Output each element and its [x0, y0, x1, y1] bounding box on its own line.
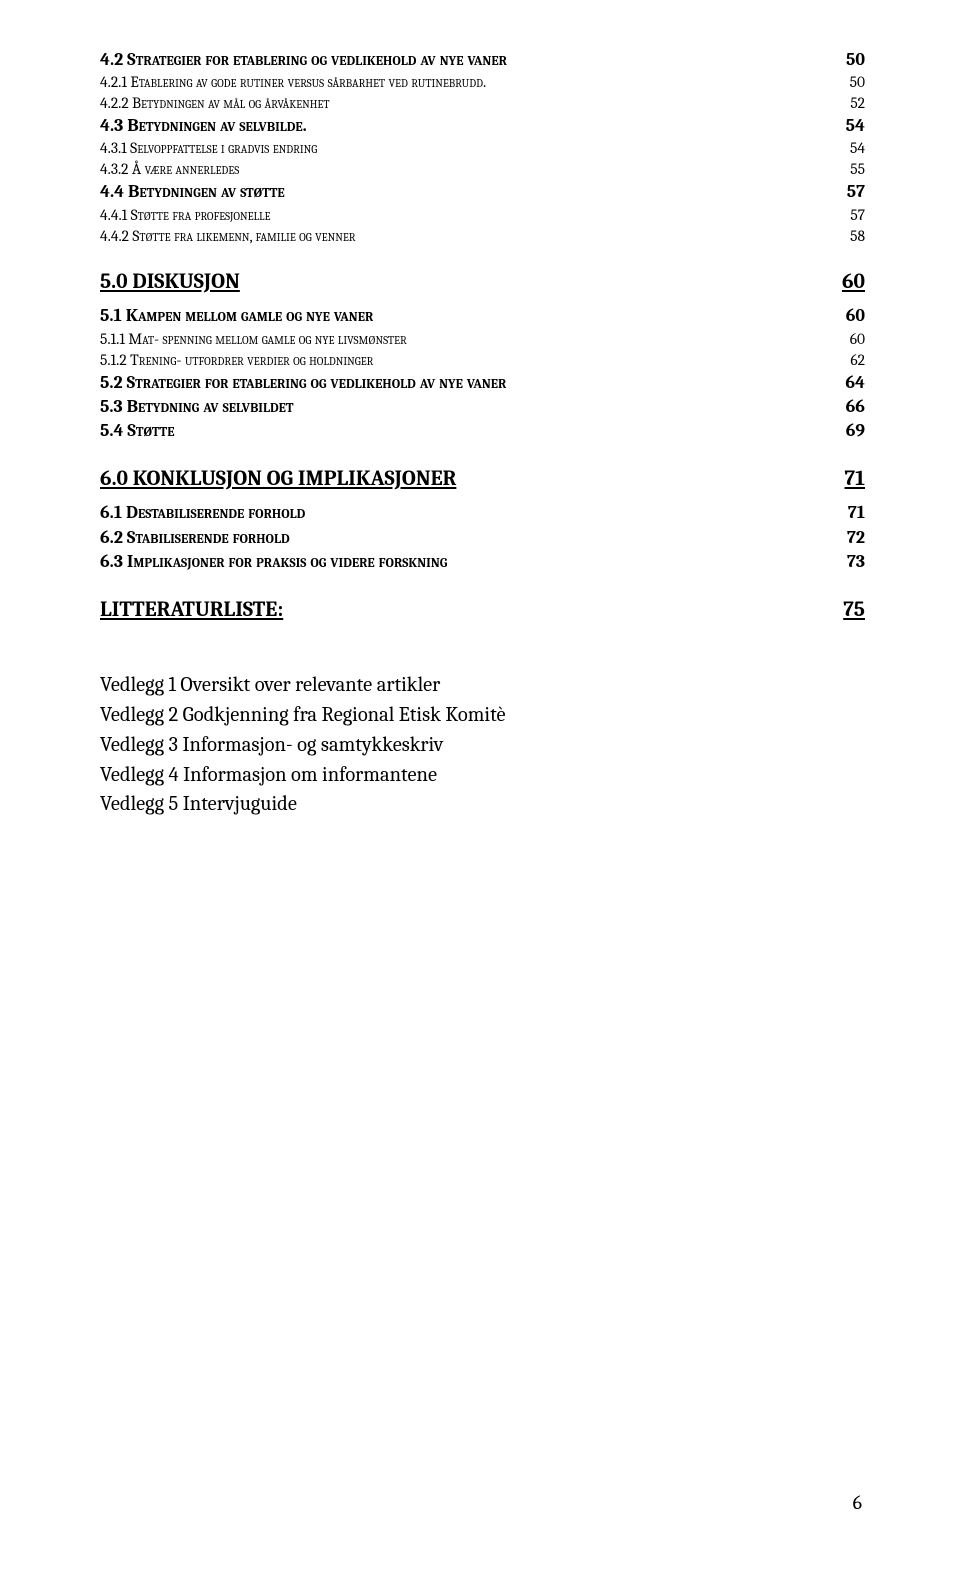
toc-page: 52 — [837, 93, 865, 114]
toc-entry: 4.2.2 Betydningen av mål og årvåkenhet 5… — [100, 93, 865, 114]
appendix-item: Vedlegg 2 Godkjenning fra Regional Etisk… — [100, 701, 865, 731]
toc-entry: 4.3 Betydningen av selvbilde. 54 — [100, 114, 865, 138]
toc-entry: 5.4 Støtte 69 — [100, 419, 865, 443]
toc-page: 71 — [837, 501, 865, 525]
toc-section-head: LITTERATURLISTE: 75 — [100, 596, 865, 625]
spacer — [100, 574, 865, 596]
toc-page: 66 — [837, 395, 865, 419]
spacer — [100, 246, 865, 268]
toc-entry: 4.4.2 Støtte fra likemenn, familie og ve… — [100, 226, 865, 247]
toc-label: 5.1.1 Mat- spenning mellom gamle og nye … — [100, 329, 407, 350]
spacer — [100, 494, 865, 501]
toc-section-head: 5.0 DISKUSJON 60 — [100, 268, 865, 297]
toc-label: 4.3.1 Selvoppfattelse i gradvis endring — [100, 138, 317, 159]
toc-page: 54 — [837, 114, 865, 138]
toc-page: 73 — [837, 550, 865, 574]
appendix-item: Vedlegg 1 Oversikt over relevante artikl… — [100, 671, 865, 701]
appendix-list: Vedlegg 1 Oversikt over relevante artikl… — [100, 671, 865, 820]
appendix-item: Vedlegg 4 Informasjon om informantene — [100, 761, 865, 791]
toc-entry: 4.2 Strategier for etablering og vedlike… — [100, 48, 865, 72]
page: 4.2 Strategier for etablering og vedlike… — [0, 0, 960, 1572]
toc-section-head: 6.0 KONKLUSJON OG IMPLIKASJONER 71 — [100, 465, 865, 494]
spacer — [100, 443, 865, 465]
toc-page: 60 — [837, 329, 865, 350]
appendix-item: Vedlegg 3 Informasjon- og samtykkeskriv — [100, 731, 865, 761]
toc-page: 57 — [837, 180, 865, 204]
toc-label: 6.3 Implikasjoner for praksis og videre … — [100, 550, 447, 574]
toc-entry: 6.1 Destabiliserende forhold 71 — [100, 501, 865, 525]
toc-label: 4.3.2 Å være annerledes — [100, 159, 239, 180]
appendix-item: Vedlegg 5 Intervjuguide — [100, 790, 865, 820]
toc-page: 71 — [837, 465, 865, 494]
toc-label: 4.2 Strategier for etablering og vedlike… — [100, 48, 507, 72]
toc-page: 50 — [837, 72, 865, 93]
toc-page: 75 — [837, 596, 865, 625]
toc-label: LITTERATURLISTE: — [100, 596, 283, 625]
toc-page: 72 — [837, 526, 865, 550]
toc-label: 4.2.1 Etablering av gode rutiner versus … — [100, 72, 486, 93]
toc-page: 58 — [837, 226, 865, 247]
toc-entry: 5.1.2 Trening- utfordrer verdier og hold… — [100, 350, 865, 371]
toc-page: 69 — [837, 419, 865, 443]
toc-label: 5.1 Kampen mellom gamle og nye vaner — [100, 304, 373, 328]
toc-page: 55 — [837, 159, 865, 180]
toc-entry: 4.3.1 Selvoppfattelse i gradvis endring … — [100, 138, 865, 159]
toc-label: 4.4 Betydningen av støtte — [100, 180, 285, 204]
toc-entry: 5.3 Betydning av selvbildet 66 — [100, 395, 865, 419]
toc-label: 4.3 Betydningen av selvbilde. — [100, 114, 307, 138]
toc-label: 4.4.2 Støtte fra likemenn, familie og ve… — [100, 226, 356, 247]
toc-entry: 4.4.1 Støtte fra profesjonelle 57 — [100, 205, 865, 226]
toc-entry: 6.3 Implikasjoner for praksis og videre … — [100, 550, 865, 574]
toc-label: 5.2 Strategier for etablering og vedlike… — [100, 371, 506, 395]
toc-entry: 4.2.1 Etablering av gode rutiner versus … — [100, 72, 865, 93]
toc-label: 6.1 Destabiliserende forhold — [100, 501, 305, 525]
toc-label: 5.0 DISKUSJON — [100, 268, 240, 297]
toc-entry: 6.2 Stabiliserende forhold 72 — [100, 526, 865, 550]
page-number: 6 — [853, 1491, 862, 1514]
toc-entry: 5.2 Strategier for etablering og vedlike… — [100, 371, 865, 395]
toc-label: 5.4 Støtte — [100, 419, 174, 443]
toc-page: 62 — [837, 350, 865, 371]
toc-label: 4.4.1 Støtte fra profesjonelle — [100, 205, 270, 226]
toc-label: 6.0 KONKLUSJON OG IMPLIKASJONER — [100, 465, 456, 494]
toc-label: 5.1.2 Trening- utfordrer verdier og hold… — [100, 350, 373, 371]
toc-entry: 4.3.2 Å være annerledes 55 — [100, 159, 865, 180]
toc-page: 60 — [837, 268, 865, 297]
toc-label: 5.3 Betydning av selvbildet — [100, 395, 294, 419]
toc-entry: 5.1 Kampen mellom gamle og nye vaner 60 — [100, 304, 865, 328]
toc-entry: 5.1.1 Mat- spenning mellom gamle og nye … — [100, 329, 865, 350]
spacer — [100, 297, 865, 304]
toc-page: 54 — [837, 138, 865, 159]
toc-label: 6.2 Stabiliserende forhold — [100, 526, 290, 550]
toc-entry: 4.4 Betydningen av støtte 57 — [100, 180, 865, 204]
toc-page: 57 — [837, 205, 865, 226]
toc-page: 50 — [837, 48, 865, 72]
toc-page: 64 — [837, 371, 865, 395]
toc-label: 4.2.2 Betydningen av mål og årvåkenhet — [100, 93, 329, 114]
toc-page: 60 — [837, 304, 865, 328]
